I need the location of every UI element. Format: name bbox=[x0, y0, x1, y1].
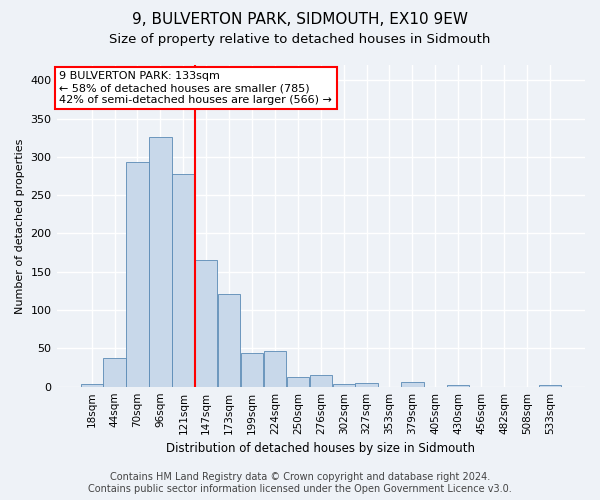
Bar bbox=[264, 352, 286, 386]
Bar bbox=[149, 137, 172, 386]
Bar bbox=[172, 174, 194, 386]
Bar bbox=[401, 382, 424, 386]
Bar bbox=[241, 353, 263, 386]
Bar bbox=[332, 384, 355, 386]
Text: Size of property relative to detached houses in Sidmouth: Size of property relative to detached ho… bbox=[109, 32, 491, 46]
Bar bbox=[539, 385, 561, 386]
Y-axis label: Number of detached properties: Number of detached properties bbox=[15, 138, 25, 314]
Bar bbox=[355, 383, 378, 386]
Text: Contains HM Land Registry data © Crown copyright and database right 2024.
Contai: Contains HM Land Registry data © Crown c… bbox=[88, 472, 512, 494]
Bar bbox=[218, 294, 240, 386]
Bar bbox=[80, 384, 103, 386]
Bar bbox=[103, 358, 125, 386]
Bar bbox=[447, 385, 469, 386]
X-axis label: Distribution of detached houses by size in Sidmouth: Distribution of detached houses by size … bbox=[166, 442, 475, 455]
Text: 9, BULVERTON PARK, SIDMOUTH, EX10 9EW: 9, BULVERTON PARK, SIDMOUTH, EX10 9EW bbox=[132, 12, 468, 28]
Bar bbox=[287, 376, 309, 386]
Text: 9 BULVERTON PARK: 133sqm
← 58% of detached houses are smaller (785)
42% of semi-: 9 BULVERTON PARK: 133sqm ← 58% of detach… bbox=[59, 72, 332, 104]
Bar bbox=[310, 375, 332, 386]
Bar bbox=[195, 260, 217, 386]
Bar bbox=[127, 162, 149, 386]
